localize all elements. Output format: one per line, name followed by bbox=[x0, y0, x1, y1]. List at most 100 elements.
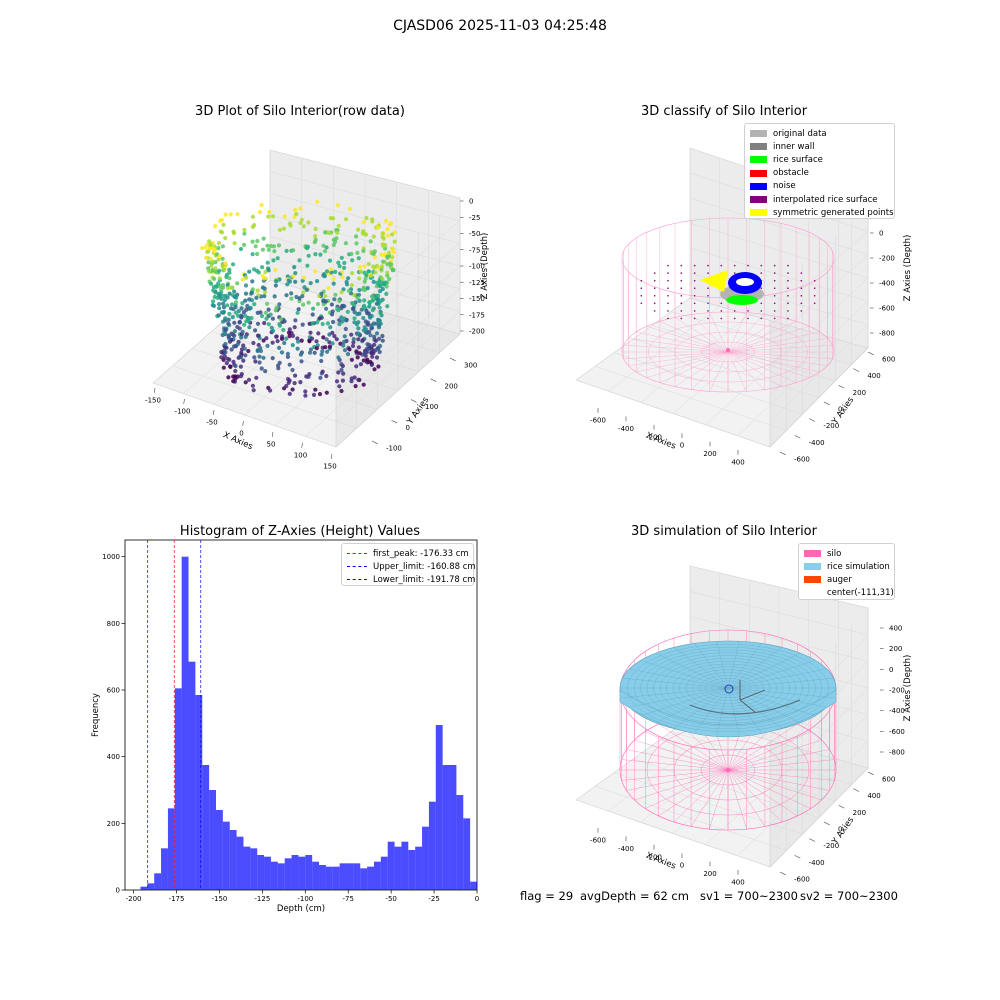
scatter-point bbox=[204, 255, 209, 260]
raw-y-tick-label: 200 bbox=[445, 382, 458, 390]
scatter-point bbox=[336, 370, 341, 375]
scatter-point bbox=[372, 334, 377, 339]
simulation-y-tick-mark bbox=[838, 805, 845, 809]
scatter-point bbox=[345, 309, 350, 314]
scatter-point bbox=[216, 246, 221, 251]
scatter-point bbox=[227, 311, 232, 316]
histogram-bar bbox=[319, 865, 326, 890]
interpolated-point bbox=[680, 264, 683, 267]
scatter-point bbox=[262, 320, 267, 326]
scatter-point bbox=[367, 329, 372, 334]
simulation-z-tick-label: 0 bbox=[889, 666, 893, 674]
classify-y-tick-label: 200 bbox=[853, 389, 866, 397]
scatter-point bbox=[284, 383, 289, 389]
scatter-point bbox=[240, 329, 245, 334]
interpolated-point bbox=[813, 279, 816, 282]
scatter-point bbox=[390, 232, 395, 237]
scatter-point bbox=[349, 357, 354, 362]
classify-y-tick-mark bbox=[794, 435, 801, 439]
scatter-point bbox=[246, 348, 251, 354]
raw-z-tick-label: -150 bbox=[469, 295, 485, 303]
scatter-point bbox=[273, 283, 278, 288]
histogram-y-axis-label: Frequency bbox=[91, 693, 101, 737]
scatter-point bbox=[331, 242, 336, 248]
scatter-point bbox=[310, 312, 315, 317]
interpolated-point bbox=[787, 317, 789, 320]
scatter-point bbox=[255, 348, 260, 354]
scatter-point bbox=[250, 287, 255, 292]
classify-x-tick-label: -600 bbox=[590, 417, 606, 425]
legend-swatch bbox=[750, 169, 767, 177]
interpolated-point bbox=[653, 302, 656, 305]
scatter-point bbox=[227, 291, 232, 296]
classify-y-tick-mark bbox=[779, 451, 786, 456]
scatter-point bbox=[298, 206, 303, 211]
scatter-point bbox=[238, 354, 243, 359]
scatter-point bbox=[342, 334, 347, 339]
simulation-silo-floor-ring bbox=[700, 754, 756, 786]
scatter-point bbox=[287, 391, 292, 396]
scatter-point bbox=[209, 281, 214, 286]
legend-item-interpolated: interpolated rice surface bbox=[750, 193, 889, 206]
classify-x-tick-label: 400 bbox=[731, 459, 744, 467]
scatter-point bbox=[213, 266, 218, 271]
rice-mesh-spoke bbox=[727, 668, 827, 689]
interpolated-point bbox=[733, 317, 736, 320]
scatter-point bbox=[328, 325, 333, 330]
raw-y-tick-label: -100 bbox=[386, 445, 402, 453]
simulation-y-tick-label: 200 bbox=[853, 809, 866, 817]
scatter-point bbox=[310, 321, 315, 326]
scatter-point bbox=[241, 310, 247, 315]
scatter-point bbox=[380, 231, 385, 236]
scatter-point bbox=[284, 248, 289, 253]
legend-label: rice surface bbox=[773, 154, 823, 165]
interpolated-point bbox=[773, 272, 776, 274]
scatter-point bbox=[234, 295, 239, 300]
scatter-point bbox=[301, 275, 307, 280]
scatter-point bbox=[298, 220, 303, 226]
interpolated-point bbox=[693, 310, 696, 312]
legend-label: first_peak: -176.33 cm bbox=[373, 548, 469, 559]
classify-z-tick-label: -800 bbox=[879, 330, 895, 338]
scatter-point bbox=[349, 332, 354, 337]
legend-line bbox=[347, 579, 367, 581]
simulation-y-tick-label: -600 bbox=[794, 876, 810, 884]
scatter-point bbox=[207, 246, 213, 251]
silo-floor-center bbox=[726, 348, 730, 352]
scatter-point bbox=[380, 276, 385, 281]
rice-mesh-spoke bbox=[655, 652, 729, 689]
scatter-point bbox=[365, 357, 370, 362]
scatter-point bbox=[335, 203, 340, 208]
noise-cluster-hole bbox=[736, 278, 754, 286]
rice-mesh-spoke bbox=[629, 687, 729, 708]
scatter-point bbox=[217, 268, 222, 273]
scatter-point bbox=[243, 380, 248, 385]
scatter-point bbox=[362, 264, 367, 269]
scatter-point bbox=[257, 354, 262, 359]
scatter-point bbox=[359, 307, 364, 312]
scatter-point bbox=[352, 316, 357, 321]
scatter-point bbox=[360, 338, 365, 343]
legend-swatch bbox=[750, 130, 767, 138]
scatter-point bbox=[368, 239, 373, 244]
scatter-point bbox=[350, 343, 356, 349]
scatter-point bbox=[293, 373, 298, 378]
scatter-point bbox=[337, 298, 342, 304]
scatter-point bbox=[317, 392, 323, 397]
scatter-point bbox=[200, 246, 205, 251]
status-avg-depth: avgDepth = 62 cm bbox=[580, 889, 689, 903]
rice-mesh-spoke bbox=[727, 687, 783, 729]
scatter-point bbox=[291, 274, 296, 279]
legend-item-upper-limit: Upper_limit: -160.88 cm bbox=[347, 560, 476, 573]
raw-z-axis-label: Z Axies (Depth) bbox=[480, 233, 490, 300]
scatter-point bbox=[376, 325, 382, 330]
simulation-y-tick-label: 600 bbox=[882, 776, 895, 784]
interpolated-point bbox=[720, 302, 723, 305]
classify-y-axis-label: Y Axies bbox=[830, 395, 857, 427]
classify-x-tick-label: -400 bbox=[618, 425, 634, 433]
scatter-point bbox=[249, 290, 254, 296]
scatter-point bbox=[229, 347, 234, 352]
x-tick-label: -25 bbox=[428, 895, 439, 903]
scatter-point bbox=[261, 355, 266, 360]
histogram-bar bbox=[312, 861, 320, 890]
